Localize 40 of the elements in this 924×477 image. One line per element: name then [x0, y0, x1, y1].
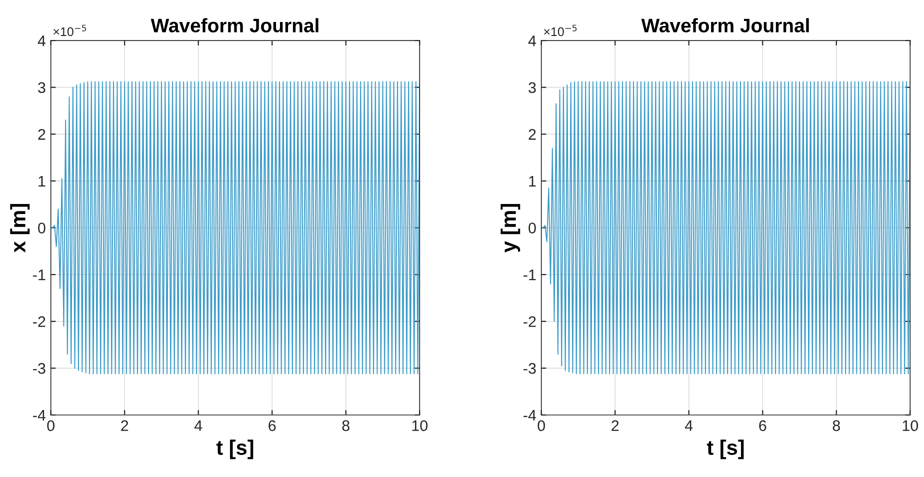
x-tick-label: 0 [538, 420, 545, 432]
y-tick-label: 1 [529, 176, 536, 186]
chart-title: Waveform Journal [641, 18, 809, 32]
x-tick-label: 10 [902, 420, 918, 432]
y-axis-title: y [m] [500, 204, 520, 252]
line-series [50, 81, 420, 374]
y-tick-label: -3 [33, 363, 46, 374]
x-tick-label: 6 [268, 420, 276, 432]
y-tick-label: 3 [528, 82, 536, 94]
x-axis-title: t [s] [706, 440, 744, 460]
y-tick-label: -4 [524, 410, 536, 421]
y-tick-label: 4 [38, 36, 46, 46]
y-axis-title: x [m] [10, 204, 30, 253]
x-tick-label: 0 [47, 420, 54, 432]
x-tick-label: 4 [684, 420, 693, 431]
chart-title: Waveform Journal [150, 18, 318, 32]
x-tick-label: 2 [612, 420, 619, 431]
y-tick-label: -2 [33, 316, 46, 327]
x-tick-label: 8 [342, 420, 350, 432]
y-tick-label: 0 [38, 222, 46, 234]
x-tick-label: 2 [121, 420, 128, 431]
x-tick-label: 6 [759, 420, 766, 432]
y-tick-label: -3 [524, 363, 536, 374]
text: ×10$^{−5}$ [54, 24, 86, 36]
y-tick-label: -4 [33, 410, 46, 421]
y-tick-label: 0 [528, 222, 536, 234]
y-tick-label: 1 [38, 176, 46, 186]
line-series [541, 81, 910, 374]
x-axis-title: t [s] [216, 440, 254, 460]
y-tick-label: -2 [524, 316, 536, 327]
text: ×10$^{−5}$ [544, 24, 577, 36]
x-tick-label: 4 [194, 420, 202, 431]
y-tick-label: 4 [528, 36, 536, 46]
y-tick-label: -1 [33, 270, 46, 280]
y-tick-label: -1 [524, 270, 536, 280]
y-tick-label: 3 [38, 82, 46, 94]
x-tick-label: 8 [832, 420, 840, 432]
y-tick-label: 2 [528, 129, 536, 140]
y-tick-label: 2 [38, 129, 46, 140]
x-tick-label: 10 [412, 420, 428, 432]
